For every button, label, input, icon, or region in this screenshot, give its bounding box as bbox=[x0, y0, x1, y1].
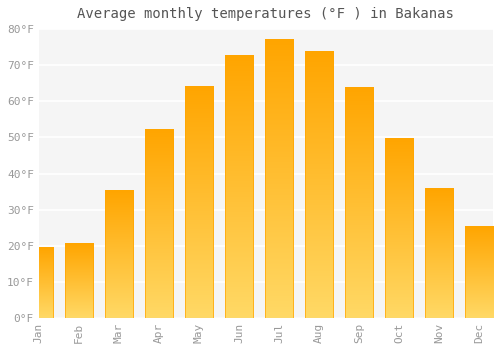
Bar bbox=[25, 248, 53, 318]
Bar bbox=[145, 129, 173, 318]
Bar bbox=[185, 87, 213, 318]
Bar bbox=[65, 243, 93, 318]
Bar bbox=[465, 227, 493, 318]
Bar bbox=[425, 189, 453, 318]
Bar bbox=[305, 51, 333, 318]
Bar bbox=[105, 191, 133, 318]
Bar bbox=[345, 88, 373, 318]
Bar bbox=[385, 139, 413, 318]
Bar bbox=[105, 191, 133, 318]
Bar bbox=[465, 227, 493, 318]
Bar bbox=[25, 248, 53, 318]
Bar bbox=[385, 139, 413, 318]
Bar bbox=[145, 129, 173, 318]
Bar bbox=[265, 40, 293, 318]
Bar bbox=[65, 243, 93, 318]
Bar bbox=[425, 189, 453, 318]
Bar bbox=[345, 88, 373, 318]
Bar bbox=[225, 55, 253, 318]
Bar bbox=[265, 40, 293, 318]
Bar bbox=[225, 55, 253, 318]
Title: Average monthly temperatures (°F ) in Bakanas: Average monthly temperatures (°F ) in Ba… bbox=[78, 7, 454, 21]
Bar bbox=[305, 51, 333, 318]
Bar bbox=[185, 87, 213, 318]
